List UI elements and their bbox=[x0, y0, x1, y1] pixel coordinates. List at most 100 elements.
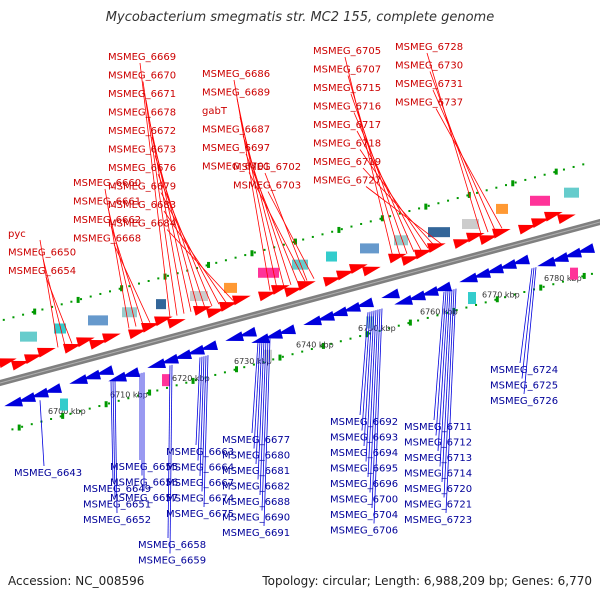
track-guide-dot bbox=[456, 197, 459, 200]
track-guide-dot bbox=[360, 222, 363, 225]
track-guide-dot bbox=[417, 319, 420, 322]
forward-gene-label: MSMEG_6679 bbox=[108, 182, 176, 193]
forward-leader-line bbox=[166, 229, 234, 301]
scale-tick bbox=[452, 307, 456, 314]
track-guide-dot bbox=[339, 340, 342, 343]
track-guide-dot bbox=[407, 322, 410, 325]
track-guide-dot bbox=[195, 267, 198, 270]
forward-gene-label: MSMEG_6650 bbox=[8, 248, 76, 259]
forward-gene-arrow bbox=[557, 214, 576, 225]
forward-leader-line bbox=[426, 52, 482, 235]
feature-block bbox=[570, 267, 578, 280]
scale-label: 6730 kbp bbox=[234, 357, 272, 366]
feature-block bbox=[162, 374, 170, 387]
forward-leader-line bbox=[239, 116, 285, 287]
reverse-gene-label: MSMEG_6667 bbox=[166, 478, 234, 489]
track-guide-dot bbox=[495, 186, 498, 189]
track-guide-dot bbox=[273, 246, 276, 249]
track-guide-dot bbox=[562, 168, 565, 171]
track-guide-dot bbox=[427, 204, 430, 207]
forward-gene-arrow bbox=[102, 333, 121, 344]
forward-gene-label: MSMEG_6672 bbox=[108, 126, 176, 137]
feature-block bbox=[224, 282, 237, 293]
reverse-gene-arrow bbox=[563, 247, 582, 258]
reverse-gene-label: MSMEG_6643 bbox=[14, 468, 82, 479]
reverse-gene-arrow bbox=[576, 243, 595, 253]
reverse-gene-label: MSMEG_6725 bbox=[490, 381, 558, 392]
feature-block bbox=[496, 203, 508, 214]
reverse-leader-line bbox=[259, 339, 267, 496]
track-guide-dot bbox=[466, 194, 469, 197]
forward-gene-arrow bbox=[0, 358, 17, 369]
reverse-gene-label: MSMEG_6714 bbox=[404, 469, 472, 480]
reverse-gene-label: MSMEG_6723 bbox=[404, 515, 472, 526]
forward-gene-label: MSMEG_6661 bbox=[73, 197, 141, 208]
reverse-gene-arrow bbox=[186, 344, 205, 355]
reverse-gene-arrow bbox=[472, 268, 491, 278]
track-guide-dot bbox=[215, 261, 218, 264]
reverse-gene-arrow bbox=[420, 286, 439, 296]
reverse-gene-label: MSMEG_6721 bbox=[404, 500, 472, 511]
forward-leader-line bbox=[110, 225, 144, 325]
track-guide-dot bbox=[320, 345, 323, 348]
track-guide-dot bbox=[224, 259, 227, 262]
reverse-leader-line bbox=[435, 291, 447, 436]
reverse-leader-line bbox=[110, 381, 114, 483]
reverse-gene-label: MSMEG_6706 bbox=[330, 526, 398, 537]
forward-gene-label: MSMEG_6715 bbox=[313, 83, 381, 94]
track-guide-dot bbox=[272, 358, 275, 361]
track-guide-dot bbox=[476, 191, 479, 194]
forward-gene-arrow bbox=[154, 316, 173, 327]
scale-tick bbox=[235, 366, 239, 373]
track-guide-dot bbox=[263, 248, 266, 251]
scale-tick bbox=[293, 238, 297, 245]
track-guide-dot bbox=[147, 279, 150, 282]
feature-block bbox=[530, 195, 550, 206]
reverse-gene-arrow bbox=[147, 358, 166, 368]
reverse-gene-arrow bbox=[303, 315, 322, 326]
reverse-leader-line bbox=[39, 400, 45, 467]
track-guide-dot bbox=[233, 368, 236, 371]
reverse-leader-line bbox=[201, 355, 207, 492]
forward-gene-arrow bbox=[37, 347, 56, 358]
forward-leader-line bbox=[429, 71, 489, 233]
reverse-gene-label: MSMEG_6696 bbox=[330, 479, 398, 490]
scale-tick bbox=[17, 424, 21, 431]
track-guide-dot bbox=[465, 306, 468, 309]
reverse-gene-label: MSMEG_6695 bbox=[330, 464, 398, 475]
track-guide-dot bbox=[117, 399, 120, 402]
forward-gene-arrow bbox=[492, 228, 511, 239]
forward-gene-arrow bbox=[479, 235, 498, 245]
reverse-gene-arrow bbox=[264, 328, 283, 339]
track-guide-dot bbox=[146, 392, 149, 395]
scale-tick bbox=[76, 296, 80, 303]
track-guide-dot bbox=[127, 397, 130, 400]
forward-leader-line bbox=[142, 81, 178, 316]
reverse-gene-arrow bbox=[17, 392, 36, 402]
forward-leader-line bbox=[344, 56, 394, 258]
track-guide-dot bbox=[513, 293, 516, 296]
track-guide-dot bbox=[176, 272, 179, 275]
forward-gene-label: MSMEG_6717 bbox=[313, 120, 381, 131]
track-guide-dot bbox=[504, 296, 507, 299]
forward-gene-arrow bbox=[141, 322, 160, 333]
scale-tick bbox=[207, 261, 211, 268]
track-guide-dot bbox=[311, 235, 314, 238]
forward-gene-label: MSMEG_6684 bbox=[108, 219, 176, 230]
track-guide-dot bbox=[156, 389, 159, 392]
scale-tick bbox=[33, 308, 37, 315]
scale-tick bbox=[250, 250, 254, 257]
scale-tick bbox=[424, 203, 428, 210]
forward-gene-arrow bbox=[453, 239, 472, 249]
track-guide-dot bbox=[205, 264, 208, 267]
genome-backbone-highlight bbox=[0, 221, 600, 384]
reverse-leader-line bbox=[439, 290, 451, 467]
forward-gene-label: MSMEG_6671 bbox=[108, 89, 176, 100]
scale-tick bbox=[61, 412, 65, 419]
forward-gene-label: MSMEG_6705 bbox=[313, 46, 381, 57]
scale-label: 6720 kbp bbox=[172, 374, 210, 383]
track-guide-dot bbox=[79, 410, 82, 413]
forward-gene-arrow bbox=[76, 337, 95, 348]
